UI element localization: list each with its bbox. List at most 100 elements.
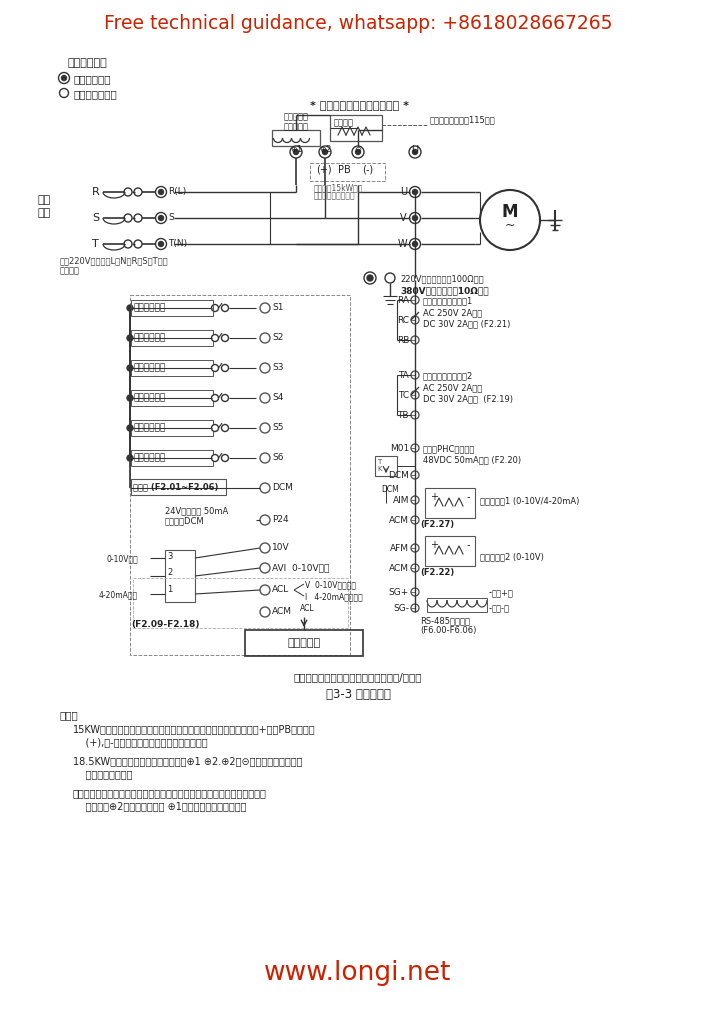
Circle shape (59, 88, 69, 97)
Text: 0-10V输入: 0-10V输入 (107, 554, 138, 563)
Text: ACM: ACM (389, 516, 409, 525)
Text: ⊕1: ⊕1 (290, 145, 302, 154)
Text: （选配件）: （选配件） (284, 122, 308, 131)
Circle shape (290, 146, 302, 158)
Circle shape (134, 188, 142, 196)
Circle shape (411, 471, 419, 479)
Circle shape (319, 146, 331, 158)
Text: 一个端子: 一个端子 (60, 266, 80, 275)
Text: S1: S1 (272, 303, 284, 312)
Bar (375, 456, 397, 476)
Text: (F6.00-F6.06): (F6.00-F6.06) (420, 626, 476, 635)
Circle shape (260, 333, 270, 343)
Text: V  0-10V电压信号: V 0-10V电压信号 (305, 580, 356, 589)
Circle shape (410, 186, 420, 198)
Circle shape (413, 242, 418, 247)
Text: 虚框内为15kW以下: 虚框内为15kW以下 (314, 183, 363, 193)
Circle shape (212, 335, 219, 341)
Circle shape (155, 213, 167, 223)
Text: 多功能输入一: 多功能输入一 (133, 303, 165, 312)
Circle shape (159, 189, 164, 195)
Text: RA: RA (397, 296, 409, 305)
Bar (310, 163, 385, 181)
Circle shape (124, 214, 132, 222)
Text: S5: S5 (272, 423, 284, 432)
Bar (131, 390, 213, 406)
Circle shape (155, 186, 167, 198)
Bar (131, 420, 213, 436)
Circle shape (409, 146, 421, 158)
Circle shape (385, 273, 395, 283)
Text: 18.5KW以上预留直流电抗器接线端子⊕1 ⊕2.⊕2和⊝端子用于接能量回馈: 18.5KW以上预留直流电抗器接线端子⊕1 ⊕2.⊕2和⊝端子用于接能量回馈 (73, 756, 302, 766)
Text: AC 250V 2A以下: AC 250V 2A以下 (423, 308, 482, 317)
Text: S4: S4 (272, 393, 283, 402)
Text: +: + (430, 540, 438, 550)
Text: 380V系列接地阻抗10Ω以下: 380V系列接地阻抗10Ω以下 (400, 286, 488, 295)
Circle shape (322, 150, 327, 155)
Text: T: T (92, 239, 99, 249)
Text: TB: TB (398, 411, 409, 420)
Text: 10V: 10V (272, 543, 290, 552)
Circle shape (127, 365, 133, 371)
Circle shape (260, 303, 270, 313)
Circle shape (260, 362, 270, 373)
Circle shape (134, 240, 142, 248)
Circle shape (260, 393, 270, 403)
Bar (330, 115, 382, 141)
Text: M01: M01 (390, 444, 409, 453)
Text: SG-: SG- (393, 604, 409, 613)
Text: 2: 2 (167, 568, 172, 577)
Circle shape (293, 150, 298, 155)
Text: DC 30V 2A以下 (F2.21): DC 30V 2A以下 (F2.21) (423, 319, 511, 328)
Text: U: U (400, 187, 407, 197)
Text: DCM: DCM (272, 483, 293, 492)
Text: 多功能输入五: 多功能输入五 (133, 423, 165, 432)
Circle shape (411, 544, 419, 552)
Text: TA: TA (398, 371, 409, 380)
Circle shape (411, 588, 419, 596)
Circle shape (127, 305, 133, 311)
Text: 多功能指示输出接点1: 多功能指示输出接点1 (423, 296, 473, 305)
Text: 多功能输入二: 多功能输入二 (133, 333, 165, 342)
Bar (131, 360, 213, 376)
Text: 制动单元: 制动单元 (334, 118, 354, 127)
Circle shape (127, 425, 133, 431)
Circle shape (411, 391, 419, 399)
Text: 3: 3 (167, 552, 172, 561)
Text: 注解：: 注解： (60, 710, 79, 720)
Text: AVI  0-10V输入: AVI 0-10V输入 (272, 563, 330, 572)
Text: ACL: ACL (300, 604, 315, 613)
Bar (131, 450, 213, 466)
Bar (131, 300, 213, 316)
Circle shape (352, 146, 364, 158)
Text: R(L): R(L) (168, 187, 186, 196)
Circle shape (124, 188, 132, 196)
Text: P24: P24 (272, 515, 289, 524)
Circle shape (222, 365, 229, 372)
Circle shape (127, 455, 133, 461)
Text: 单相220V输入时接L、N或R、S、T任意: 单相220V输入时接L、N或R、S、T任意 (60, 256, 169, 265)
Text: 220V系列接地阻抗100Ω以下: 220V系列接地阻抗100Ω以下 (400, 274, 483, 283)
Text: (F2.27): (F2.27) (420, 520, 454, 529)
Circle shape (124, 240, 132, 248)
Text: (+),（-）端子为变频器直流母线正负端子。: (+),（-）端子为变频器直流母线正负端子。 (73, 737, 207, 746)
Circle shape (411, 516, 419, 524)
Text: 电源: 电源 (38, 195, 51, 205)
Circle shape (411, 411, 419, 419)
Text: PB: PB (338, 165, 351, 175)
Text: 输入: 输入 (38, 208, 51, 218)
Circle shape (364, 272, 376, 284)
Circle shape (355, 150, 360, 155)
Text: 直流电抗器: 直流电抗器 (284, 112, 308, 121)
Bar (133, 578, 348, 628)
Circle shape (212, 365, 219, 372)
Circle shape (411, 496, 419, 504)
Circle shape (260, 563, 270, 573)
Text: 公共端为DCM: 公共端为DCM (165, 516, 204, 525)
Text: * 选配件接线注意事项见详解 *: * 选配件接线注意事项见详解 * (310, 100, 410, 110)
Text: 图3-3 基本配线图: 图3-3 基本配线图 (325, 688, 390, 701)
Text: ⊕2: ⊕2 (319, 145, 331, 154)
Text: 48VDC 50mA以下 (F2.20): 48VDC 50mA以下 (F2.20) (423, 455, 521, 464)
Text: 扩展卡：注塑机扩展卡、高速脉冲输入/输出卡: 扩展卡：注塑机扩展卡、高速脉冲输入/输出卡 (294, 672, 423, 682)
Circle shape (411, 444, 419, 452)
